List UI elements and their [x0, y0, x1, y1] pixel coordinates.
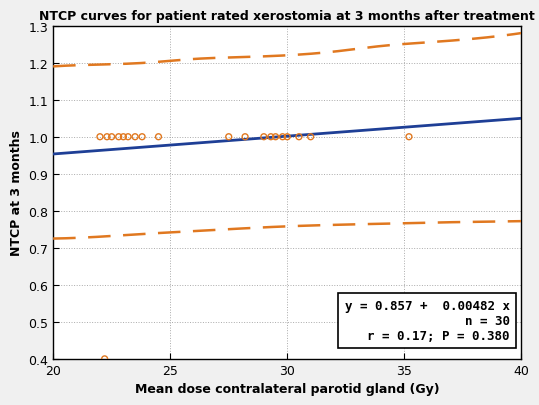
Point [271, 134, 280, 141]
Point [259, 134, 268, 141]
Text: y = 0.857 +  0.00482 x
n = 30
r = 0.17; P = 0.380: y = 0.857 + 0.00482 x n = 30 r = 0.17; P… [344, 299, 510, 342]
Point [131, 134, 140, 141]
Point [241, 134, 250, 141]
Point [95, 134, 104, 141]
Point [102, 134, 111, 141]
Title: NTCP curves for patient rated xerostomia at 3 months after treatment: NTCP curves for patient rated xerostomia… [39, 10, 535, 23]
X-axis label: Mean dose contralateral parotid gland (Gy): Mean dose contralateral parotid gland (G… [135, 382, 439, 395]
Point [224, 134, 233, 141]
Point [100, 356, 109, 362]
Point [405, 134, 413, 141]
Point [267, 134, 275, 141]
Y-axis label: NTCP at 3 months: NTCP at 3 months [10, 130, 23, 256]
Point [114, 134, 123, 141]
Point [138, 134, 147, 141]
Point [295, 134, 303, 141]
Point [283, 134, 292, 141]
Point [278, 134, 287, 141]
Point [107, 134, 116, 141]
Point [119, 134, 128, 141]
Point [124, 134, 133, 141]
Point [154, 134, 163, 141]
Point [306, 134, 315, 141]
